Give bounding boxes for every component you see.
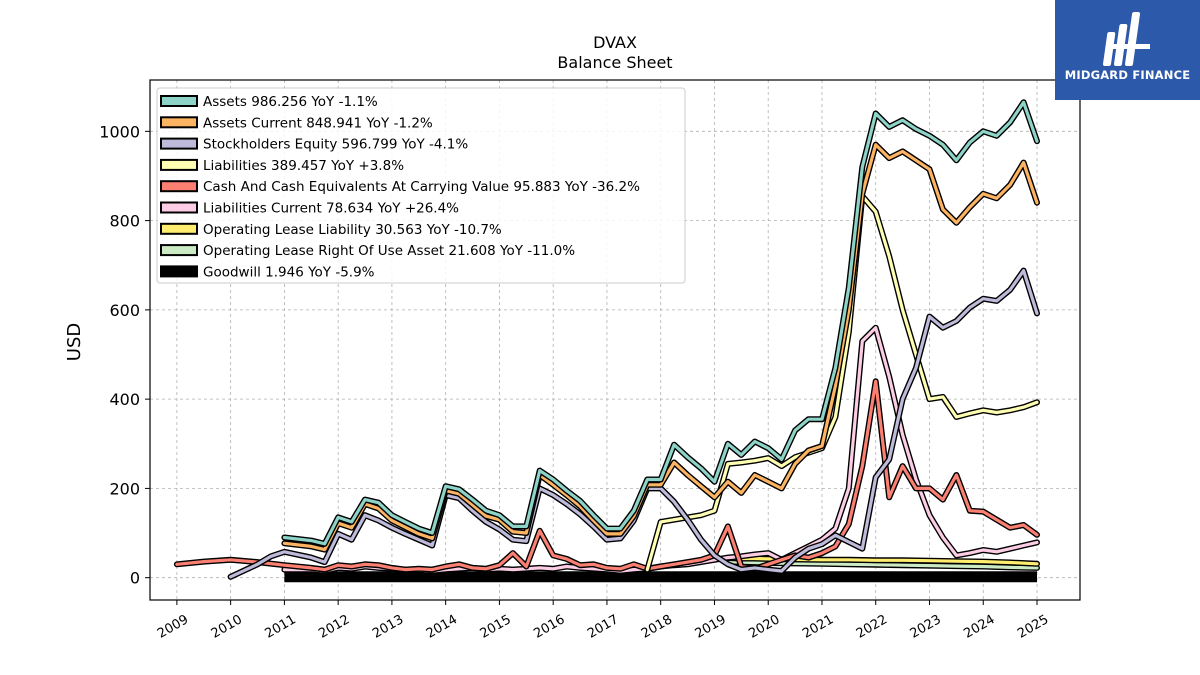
- brand-logo: MIDGARD FINANCE: [1055, 0, 1200, 100]
- legend-swatch: [160, 137, 198, 150]
- y-tick-label: 200: [109, 479, 140, 498]
- legend-swatch: [160, 95, 198, 107]
- legend-swatch: [160, 180, 198, 193]
- series-line-outline-stockholders-equity: [227, 267, 1040, 580]
- legend-entry: Liabilities Current 78.634 YoY +26.4%: [203, 201, 459, 217]
- y-tick-label: 400: [109, 390, 140, 409]
- series-lines: [173, 99, 1040, 583]
- legend-swatch: [160, 116, 198, 129]
- y-tick-label: 0: [130, 569, 140, 588]
- legend-swatch: [160, 265, 198, 278]
- x-tick-label: 2011: [263, 612, 299, 642]
- x-tick-label: 2025: [1015, 612, 1051, 642]
- y-axis: 0 200 400 600 800 1000: [99, 122, 150, 588]
- x-tick-label: 2012: [316, 612, 352, 642]
- x-tick-label: 2013: [370, 612, 406, 642]
- legend-entry: Operating Lease Right Of Use Asset 21.60…: [203, 243, 575, 259]
- y-axis-label: USD: [64, 323, 85, 361]
- legend-entry: Operating Lease Liability 30.563 YoY -10…: [203, 222, 502, 238]
- x-tick-label: 2022: [854, 612, 890, 642]
- series-line-cash-and-cash-equivalents-at-carrying-value: [175, 379, 1039, 572]
- series-line-operating-lease-right-of-use-asset: [726, 560, 1039, 570]
- legend-entry: Assets 986.256 YoY -1.1%: [203, 94, 378, 110]
- legend-box: [156, 87, 686, 284]
- legend-swatch: [160, 201, 198, 214]
- legend-swatch: [160, 158, 198, 171]
- x-tick-label: 2015: [478, 612, 514, 642]
- x-tick-label: 2021: [800, 612, 836, 642]
- chart-subtitle: Balance Sheet: [557, 53, 672, 72]
- legend-entry: Stockholders Equity 596.799 YoY -4.1%: [203, 137, 468, 153]
- legend-entry: Assets Current 848.941 YoY -1.2%: [203, 115, 433, 131]
- legend-entry: Cash And Cash Equivalents At Carrying Va…: [203, 179, 640, 195]
- series-line-stockholders-equity: [229, 269, 1039, 579]
- brand-logo-icon: [1102, 12, 1150, 66]
- series-line-assets: [282, 100, 1039, 546]
- legend-swatch: [160, 244, 198, 257]
- chart-title: DVAX: [593, 33, 637, 52]
- x-tick-label: 2023: [908, 612, 944, 642]
- x-tick-label: 2017: [585, 612, 621, 642]
- series-line-operating-lease-liability: [726, 556, 1039, 566]
- x-tick-label: 2019: [693, 612, 729, 642]
- x-axis: 2009 2010 2011 2012 2013 2014 2015 2016 2017 2018…: [155, 600, 1051, 642]
- x-tick-label: 2024: [961, 612, 997, 642]
- x-tick-label: 2009: [155, 612, 191, 642]
- x-tick-label: 2016: [531, 612, 567, 642]
- legend: Assets 986.256 YoY -1.1% Assets Current 8…: [156, 87, 686, 284]
- x-tick-label: 2010: [209, 612, 245, 642]
- y-tick-label: 600: [109, 301, 140, 320]
- legend-swatch: [160, 222, 198, 235]
- y-tick-label: 800: [109, 212, 140, 231]
- x-tick-label: 2018: [639, 612, 675, 642]
- series-line-liabilities: [645, 194, 1039, 572]
- plot-frame: [149, 79, 1081, 601]
- series-line-assets-current: [282, 143, 1039, 552]
- x-tick-label: 2020: [746, 612, 782, 642]
- x-tick-label: 2014: [424, 612, 460, 642]
- y-tick-label: 1000: [99, 122, 140, 141]
- legend-entry: Liabilities 389.457 YoY +3.8%: [203, 158, 404, 174]
- legend-entry: Goodwill 1.946 YoY -5.9%: [203, 264, 375, 280]
- brand-name: MIDGARD FINANCE: [1064, 68, 1191, 82]
